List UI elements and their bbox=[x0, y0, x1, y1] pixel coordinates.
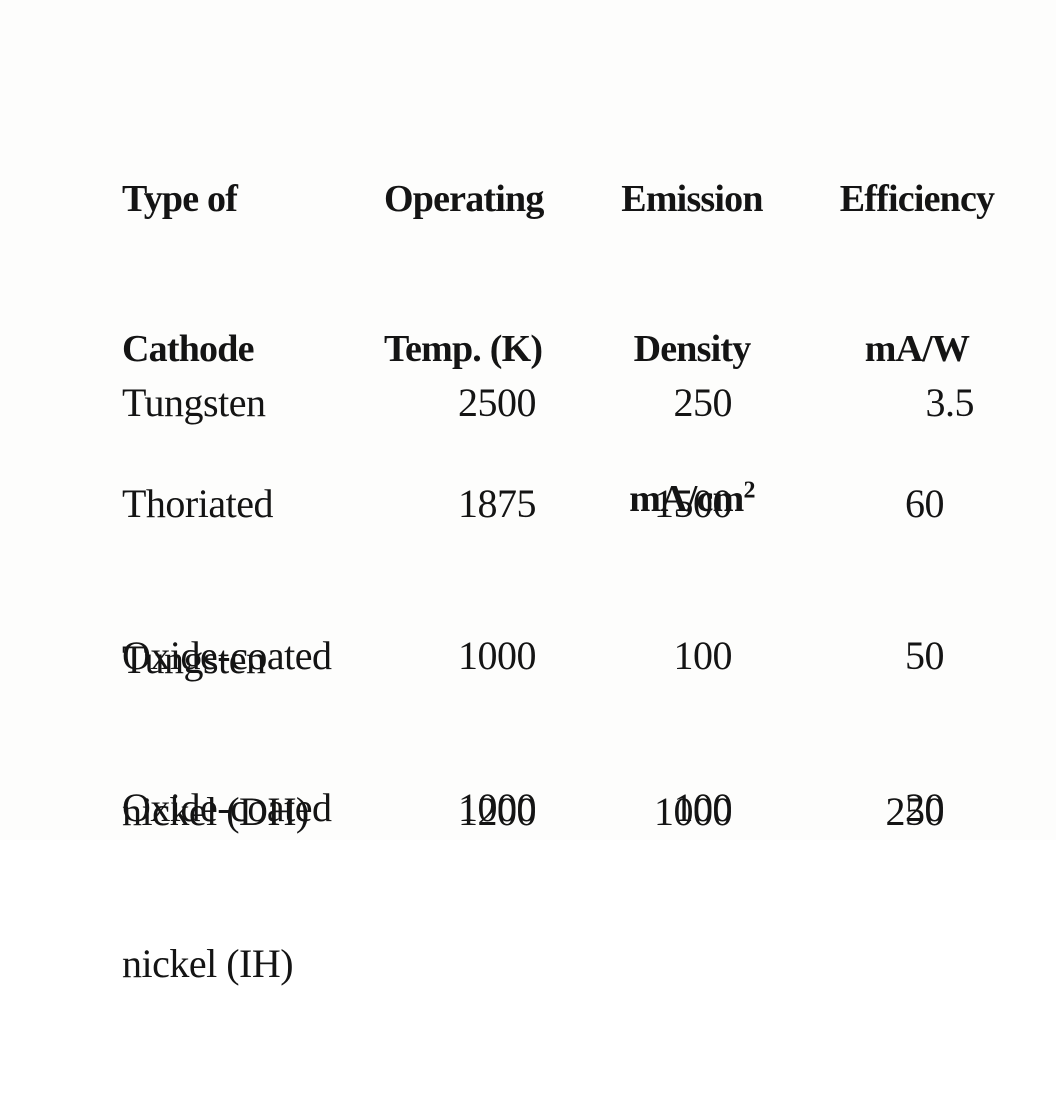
cell-line: 1000 bbox=[458, 633, 537, 678]
cell-line: Oxide-coated bbox=[122, 633, 332, 678]
header-line: mA/W bbox=[864, 328, 970, 370]
row-3-type: Oxide-coated nickel (DH) bbox=[122, 526, 332, 942]
cell-line: 250 bbox=[885, 789, 945, 834]
cell-line: Oxide-coated bbox=[122, 785, 332, 830]
row-2-density: 1500 bbox=[600, 374, 733, 634]
cell-line: 1200 bbox=[458, 789, 537, 834]
cell-line: 50 bbox=[905, 633, 945, 678]
cell-line: 1875 bbox=[458, 481, 537, 526]
row-4-type: Oxide-coated nickel (IH) bbox=[122, 678, 332, 1094]
row-1-temp: 2500 bbox=[400, 273, 537, 533]
cell-line: 3.5 bbox=[925, 380, 975, 425]
cell-line: 2500 bbox=[458, 380, 537, 425]
header-line: Operating bbox=[384, 178, 544, 220]
header-type-of-cathode: Type of Cathode bbox=[122, 74, 254, 474]
cell-line: 100 bbox=[673, 633, 733, 678]
cell-line: 1000 bbox=[654, 789, 733, 834]
row-4-temp: 1000 bbox=[400, 678, 537, 938]
header-operating-temp: Operating Temp. (K) bbox=[384, 74, 544, 474]
cell-line: nickel (IH) bbox=[122, 941, 294, 986]
row-2-efficiency: 60 bbox=[850, 374, 945, 634]
row-4-efficiency: 20 bbox=[850, 678, 945, 938]
cell-line: 20 bbox=[905, 785, 945, 830]
row-2-temp: 1875 bbox=[400, 374, 537, 634]
row-1-efficiency: 3.5 bbox=[850, 273, 975, 533]
row-1-density: 250 bbox=[600, 273, 733, 533]
row-3-efficiency: 50 250 bbox=[850, 526, 945, 942]
cell-line: Thoriated bbox=[122, 481, 274, 526]
header-line: mA/cm2 bbox=[604, 474, 780, 524]
cell-line: nickel (DH) bbox=[122, 789, 309, 834]
row-3-temp: 1000 1200 bbox=[400, 526, 537, 942]
cell-line: 1000 bbox=[458, 785, 537, 830]
row-2-type: Thoriated Tungsten bbox=[122, 374, 274, 790]
row-1-type: Tungsten bbox=[122, 273, 266, 533]
document-page: Type of Cathode Operating Temp. (K) Emis… bbox=[122, 74, 1008, 986]
cell-line: Tungsten bbox=[122, 637, 266, 682]
header-line: Cathode bbox=[122, 328, 254, 370]
header-efficiency: Efficiency mA/W bbox=[826, 74, 1008, 474]
cell-line: 60 bbox=[905, 481, 945, 526]
cell-line: 250 bbox=[673, 380, 733, 425]
density-unit: mA/cm bbox=[629, 478, 744, 520]
header-emission-density: Emission Density mA/cm2 bbox=[604, 74, 780, 624]
unit-superscript: 2 bbox=[743, 477, 755, 504]
header-line: Density bbox=[633, 328, 752, 370]
header-line: Efficiency bbox=[839, 178, 995, 220]
cell-line: Tungsten bbox=[122, 380, 266, 425]
row-4-density: 100 bbox=[600, 678, 733, 938]
header-line: Type of bbox=[122, 178, 238, 220]
cell-line: 1500 bbox=[654, 481, 733, 526]
header-line: Temp. (K) bbox=[384, 328, 543, 370]
cell-line: 100 bbox=[673, 785, 733, 830]
header-line: Emission bbox=[621, 178, 763, 220]
row-3-density: 100 1000 bbox=[600, 526, 733, 942]
